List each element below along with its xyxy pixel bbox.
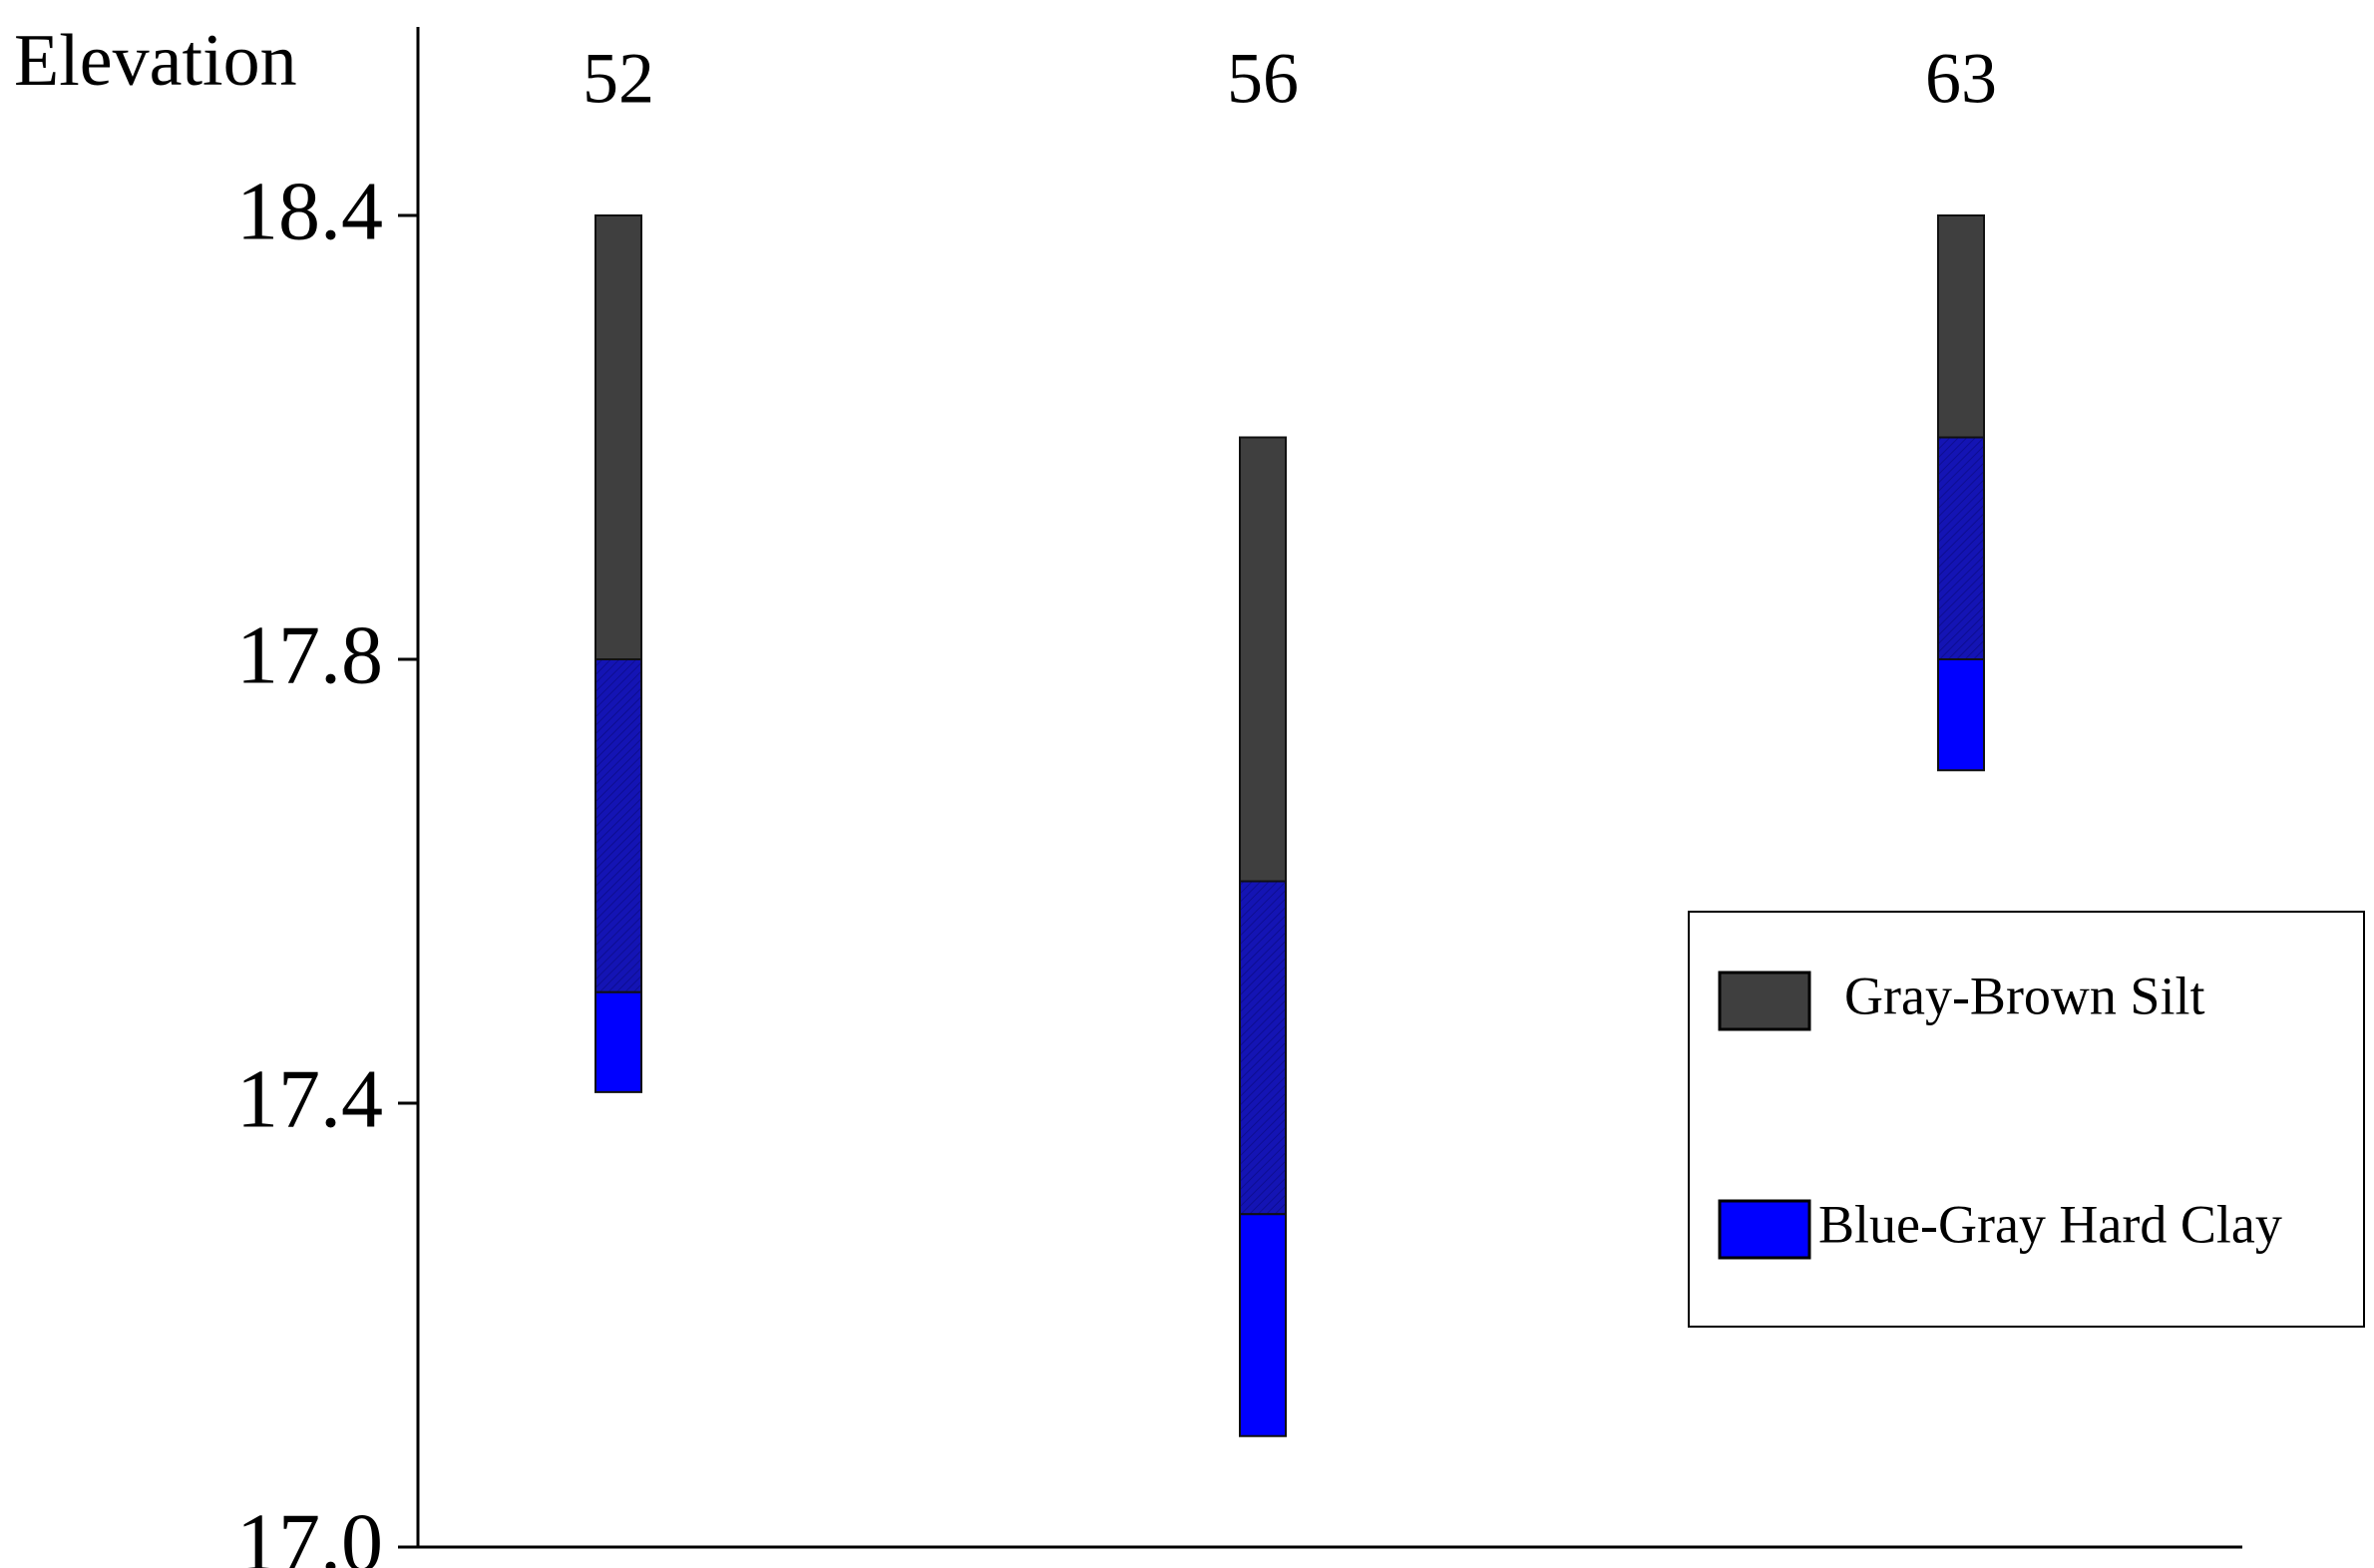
y-axis-title: Elevation <box>14 20 297 102</box>
layer <box>594 990 642 1093</box>
column-label: 63 <box>1925 39 1997 119</box>
layer-hatch <box>1240 881 1286 1215</box>
legend-swatch <box>1718 1199 1811 1260</box>
y-tick-label: 17.8 <box>236 608 383 701</box>
column-label: 52 <box>583 39 654 119</box>
legend-label: Gray-Brown Silt <box>1844 966 2204 1025</box>
layer <box>1937 214 1985 439</box>
y-tick-label: 17.0 <box>236 1496 383 1568</box>
layer-hatch <box>595 659 641 992</box>
layer <box>1239 436 1287 883</box>
layer <box>1239 1213 1287 1437</box>
legend-label: Blue-Gray Hard Clay <box>1818 1194 2282 1254</box>
column-label: 56 <box>1227 39 1299 119</box>
layer-hatch <box>1938 437 1984 659</box>
layer <box>1937 658 1985 772</box>
legend-swatch <box>1718 971 1811 1031</box>
y-tick-label: 18.4 <box>236 165 383 257</box>
layer <box>594 214 642 660</box>
y-tick-label: 17.4 <box>236 1052 383 1145</box>
